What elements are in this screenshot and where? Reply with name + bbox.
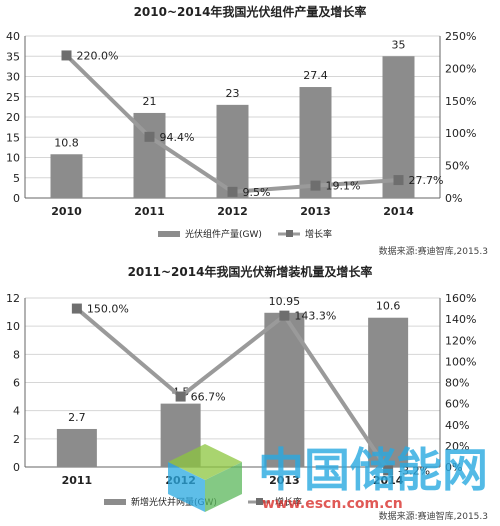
chart-2-title: 2011~2014年我国光伏新增装机量及增长率 [128, 264, 373, 279]
growth-rate-marker [279, 310, 290, 321]
bar [382, 56, 415, 198]
legend-line-marker [256, 498, 263, 505]
growth-rate-label: 220.0% [77, 49, 119, 62]
left-axis-tick-label: 35 [6, 50, 20, 63]
left-axis-tick-label: 4 [13, 405, 20, 418]
bar [299, 87, 332, 198]
right-axis-tick-label: 50% [445, 160, 469, 173]
right-axis-tick-label: 0% [445, 461, 462, 474]
growth-rate-marker [71, 303, 82, 314]
bar [50, 154, 83, 198]
chart-1-title: 2010~2014年我国光伏组件产量及增长率 [134, 4, 367, 19]
category-tick-label: 2014 [373, 474, 404, 487]
category-tick-label: 2013 [269, 474, 300, 487]
growth-rate-marker [61, 50, 72, 61]
left-axis-tick-label: 20 [6, 111, 20, 124]
left-axis-tick-label: 10 [6, 320, 20, 333]
bar [56, 428, 97, 467]
growth-rate-marker [393, 175, 404, 186]
bar-value-label: 10.8 [54, 136, 79, 149]
growth-rate-label: 66.7% [191, 391, 226, 404]
bar-value-label: 10.95 [269, 295, 301, 308]
category-tick-label: 2011 [134, 205, 165, 218]
left-axis-tick-label: 12 [6, 292, 20, 305]
growth-rate-label: 9.5% [243, 186, 271, 199]
left-axis-tick-label: 30 [6, 71, 20, 84]
growth-rate-label: 27.7% [409, 174, 444, 187]
right-axis-tick-label: 20% [445, 440, 469, 453]
bar-value-label: 21 [143, 95, 157, 108]
left-axis-tick-label: 0 [13, 461, 20, 474]
right-axis-tick-label: 150% [445, 95, 476, 108]
growth-rate-marker [227, 186, 238, 197]
watermark-logo [168, 444, 242, 512]
right-axis-tick-label: 200% [445, 62, 476, 75]
left-axis-tick-label: 10 [6, 152, 20, 165]
growth-rate-label: 150.0% [87, 303, 129, 316]
legend-bar-swatch [104, 499, 126, 505]
category-tick-label: 2013 [300, 205, 331, 218]
category-tick-label: 2011 [62, 474, 93, 487]
chart-2-source: 数据来源:赛迪智库,2015.3 [379, 510, 488, 522]
watermark-url: www.escn.com.cn [262, 496, 403, 512]
left-axis-tick-label: 6 [13, 377, 20, 390]
left-axis-tick-label: 8 [13, 348, 20, 361]
left-axis-tick-label: 40 [6, 30, 20, 43]
watermark-text: 中国储能网 [258, 443, 488, 497]
bar-value-label: 27.4 [303, 69, 328, 82]
left-axis-tick-label: 0 [13, 192, 20, 205]
right-axis-tick-label: 100% [445, 355, 476, 368]
legend-line-label: 增长率 [305, 228, 332, 240]
right-axis-tick-label: 60% [445, 398, 469, 411]
right-axis-tick-label: 120% [445, 334, 476, 347]
growth-rate-marker [144, 131, 155, 142]
right-axis-tick-label: 80% [445, 377, 469, 390]
category-tick-label: 2012 [217, 205, 248, 218]
growth-rate-label: 143.3% [294, 310, 336, 323]
left-axis-tick-label: 5 [13, 172, 20, 185]
growth-rate-label: -3.2% [398, 464, 430, 477]
growth-rate-label: 94.4% [160, 131, 195, 144]
category-tick-label: 2010 [51, 205, 82, 218]
right-axis-tick-label: 0% [445, 192, 462, 205]
growth-rate-marker [383, 465, 394, 476]
legend-line-label: 增长率 [275, 496, 302, 508]
chart-2: 0246810120%20%40%60%80%100%120%140%160%2… [6, 292, 476, 508]
right-axis-tick-label: 140% [445, 313, 476, 326]
right-axis-tick-label: 100% [445, 127, 476, 140]
growth-rate-label: 19.1% [326, 180, 361, 193]
bar-value-label: 23 [226, 87, 240, 100]
right-axis-tick-label: 40% [445, 419, 469, 432]
bar-value-label: 35 [392, 38, 406, 51]
chart-1-source: 数据来源:赛迪智库,2015.3 [379, 245, 488, 257]
legend-bar-swatch [158, 231, 180, 237]
growth-rate-marker [310, 180, 321, 191]
left-axis-tick-label: 2 [13, 433, 20, 446]
category-tick-label: 2014 [383, 205, 414, 218]
left-axis-tick-label: 15 [6, 131, 20, 144]
bar-value-label: 10.6 [376, 300, 401, 313]
chart-1: 0 5 10 15 20 25 30 35 40 0% 50% 100% 150% 200% 250% 10.… [6, 30, 476, 240]
right-axis-tick-label: 160% [445, 292, 476, 305]
legend-bar-label: 光伏组件产量(GW) [185, 228, 262, 240]
legend-line-marker [286, 230, 293, 237]
growth-rate-line [75, 307, 390, 472]
growth-rate-marker [175, 391, 186, 402]
bar [368, 317, 409, 467]
left-axis-tick-label: 25 [6, 91, 20, 104]
right-axis-tick-label: 250% [445, 30, 476, 43]
bar-value-label: 2.7 [68, 411, 86, 424]
